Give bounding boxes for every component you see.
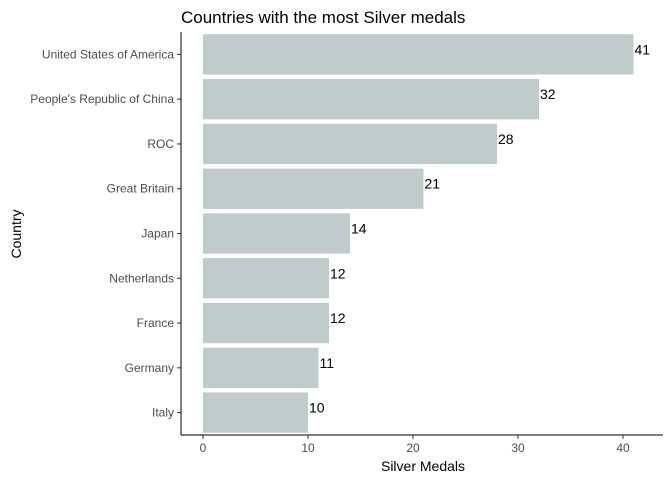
x-tick-label: 10 [301, 441, 315, 455]
bar [203, 258, 329, 299]
x-tick-label: 40 [616, 441, 630, 455]
bars-group [203, 34, 634, 433]
x-axis-title: Silver Medals [381, 458, 465, 474]
x-ticks-group: 0 10 20 30 40 [200, 435, 630, 455]
bar [203, 79, 539, 120]
data-label: 12 [330, 310, 346, 326]
y-tick-label: United States of America [42, 47, 174, 61]
data-label: 12 [330, 265, 346, 281]
data-label: 41 [635, 41, 651, 57]
y-axis-title: Country [8, 209, 24, 258]
data-label: 11 [320, 355, 335, 371]
bar [203, 392, 308, 433]
bar [203, 168, 424, 209]
y-ticks-group: United States of America People's Republi… [30, 47, 181, 420]
data-label: 32 [540, 86, 556, 102]
y-tick-label: ROC [147, 137, 174, 151]
y-tick-label: Italy [152, 406, 174, 420]
y-tick-label: France [137, 316, 175, 330]
data-label: 21 [425, 176, 441, 192]
bar [203, 213, 350, 254]
data-label: 14 [351, 221, 367, 237]
data-label: 28 [498, 131, 514, 147]
y-tick-label: People's Republic of China [30, 92, 174, 106]
y-tick-label: Great Britain [107, 182, 174, 196]
bar [203, 302, 329, 344]
bar [203, 347, 319, 388]
y-tick-label: Netherlands [109, 271, 174, 285]
y-tick-label: Japan [141, 227, 174, 241]
data-labels-group: 41 32 28 21 14 12 12 11 10 [309, 41, 650, 415]
x-tick-label: 20 [406, 441, 420, 455]
bar [203, 34, 634, 75]
x-tick-label: 0 [200, 441, 207, 455]
y-tick-label: Germany [125, 361, 174, 375]
data-label: 10 [309, 400, 325, 416]
chart-title: Countries with the most Silver medals [181, 8, 465, 27]
bar [203, 123, 497, 165]
x-tick-label: 30 [511, 441, 525, 455]
